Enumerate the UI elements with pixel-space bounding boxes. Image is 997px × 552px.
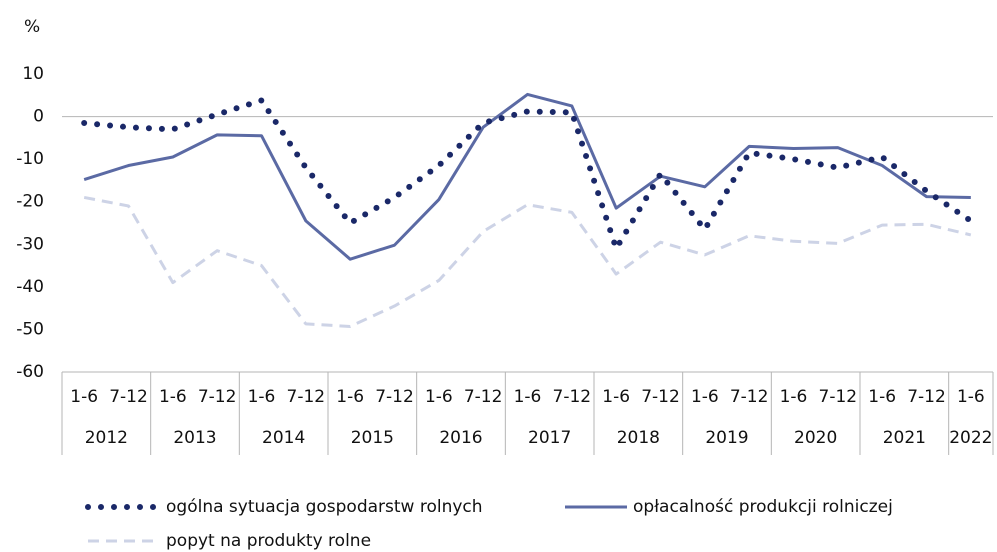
year-label: 2012	[85, 428, 128, 448]
year-label: 2017	[528, 428, 571, 448]
year-label: 2018	[617, 428, 660, 448]
year-label: 2013	[173, 428, 216, 448]
year-label: 2015	[351, 428, 394, 448]
y-unit: %	[24, 17, 40, 37]
series-line	[83, 92, 971, 261]
y-tick-label: 10	[22, 64, 44, 84]
x-tick-label: 7-12	[641, 387, 680, 407]
year-label: 2021	[883, 428, 926, 448]
x-tick-label: 7-12	[907, 387, 946, 407]
series-line	[81, 97, 974, 252]
x-tick-label: 1-6	[957, 387, 985, 407]
y-tick-label: -30	[16, 234, 44, 254]
x-tick-label: 1-6	[248, 387, 276, 407]
x-tick-label: 1-6	[868, 387, 896, 407]
series-line	[83, 195, 972, 328]
year-label: 2014	[262, 428, 305, 448]
year-label: 2020	[794, 428, 837, 448]
year-label: 2016	[439, 428, 482, 448]
x-tick-label: 1-6	[336, 387, 364, 407]
x-tick-label: 7-12	[287, 387, 326, 407]
year-label: 2019	[705, 428, 748, 448]
x-tick-label: 7-12	[375, 387, 414, 407]
x-tick-label: 1-6	[70, 387, 98, 407]
legend-label: opłacalność produkcji rolniczej	[633, 497, 893, 517]
x-tick-label: 1-6	[159, 387, 187, 407]
year-label: 2022	[949, 428, 992, 448]
x-tick-label: 1-6	[514, 387, 542, 407]
x-tick-label: 1-6	[780, 387, 808, 407]
x-tick-label: 1-6	[602, 387, 630, 407]
y-tick-label: -60	[16, 362, 44, 382]
y-tick-label: -20	[16, 192, 44, 212]
x-tick-label: 7-12	[553, 387, 592, 407]
y-tick-label: -50	[16, 319, 44, 339]
x-tick-label: 1-6	[425, 387, 453, 407]
x-tick-label: 7-12	[730, 387, 769, 407]
x-tick-label: 7-12	[464, 387, 503, 407]
legend-label: popyt na produkty rolne	[166, 531, 371, 551]
x-tick-label: 1-6	[691, 387, 719, 407]
y-tick-label: -40	[16, 277, 44, 297]
x-tick-label: 7-12	[109, 387, 148, 407]
x-tick-label: 7-12	[819, 387, 858, 407]
y-tick-label: -10	[16, 149, 44, 169]
x-tick-label: 7-12	[198, 387, 237, 407]
legend-label: ogólna sytuacja gospodarstw rolnych	[166, 497, 483, 517]
y-tick-label: 0	[33, 107, 44, 127]
